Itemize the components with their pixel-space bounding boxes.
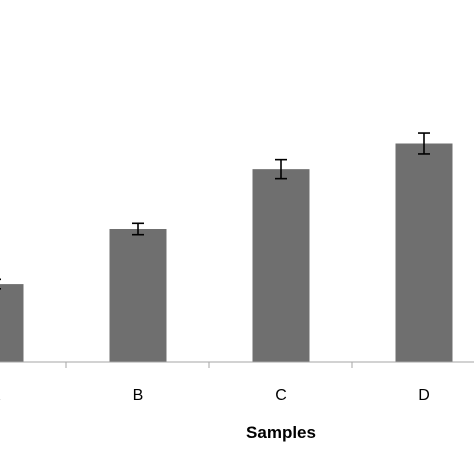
x-tick-label-B: B: [133, 387, 144, 404]
bar-A: [0, 284, 24, 362]
plot-area: A B C D: [0, 132, 474, 404]
x-tick-labels: A B C D: [0, 387, 430, 404]
error-bar-D: [418, 132, 430, 155]
error-bar-B: [132, 222, 144, 236]
x-tick-label-C: C: [275, 387, 287, 404]
x-tick-label-A: A: [0, 387, 1, 404]
bar-group: [0, 143, 453, 362]
x-tick-label-D: D: [418, 387, 430, 404]
bar-D: [395, 143, 453, 362]
error-bar-C: [275, 158, 287, 180]
bar-C: [252, 169, 310, 362]
x-axis-title: Samples: [246, 423, 316, 442]
error-bar-group: [0, 132, 430, 290]
x-axis-ticks: [65, 362, 353, 368]
bar-B: [109, 229, 167, 362]
